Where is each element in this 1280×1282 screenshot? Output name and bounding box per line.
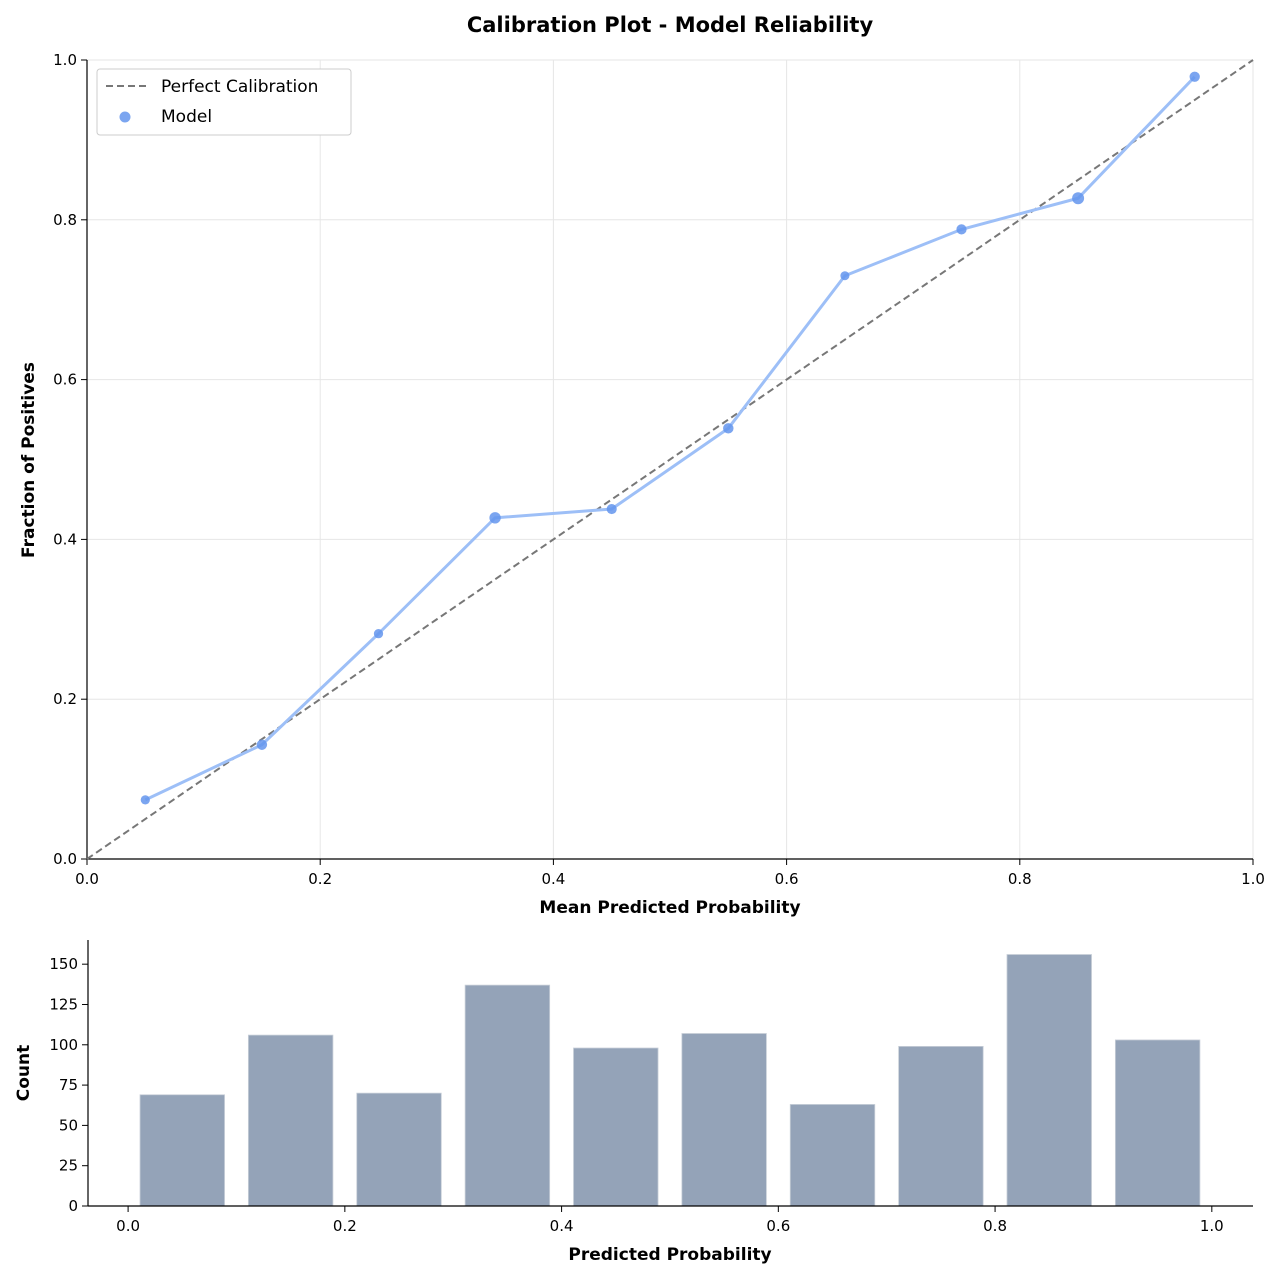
y-tick-label: 0.8: [53, 211, 77, 229]
y-tick-label: 0.0: [53, 850, 77, 868]
histogram-bar: [356, 1092, 442, 1207]
model-point: [256, 739, 268, 750]
y-tick-label: 75: [59, 1076, 78, 1094]
histogram-bar: [573, 1047, 659, 1207]
model-point: [1189, 71, 1200, 82]
x-tick-label: 0.6: [775, 870, 799, 888]
histogram-bar: [1114, 1039, 1201, 1207]
x-tick-label: 0.2: [333, 1217, 357, 1235]
histogram-plot: 0.0 0.2 0.4 0.6 0.8 1.0 0 25 50 75 100 125 150: [49, 940, 1253, 1235]
y-tick-label: 1.0: [53, 51, 77, 69]
model-point: [373, 629, 384, 639]
x-tick-label: 0.0: [75, 870, 99, 888]
bottom-x-label: Predicted Probability: [568, 1245, 771, 1265]
x-tick-label: 0.6: [766, 1217, 790, 1235]
histogram-bar: [789, 1104, 876, 1207]
histogram-bar: [681, 1033, 767, 1207]
histogram-bar: [1006, 954, 1092, 1207]
model-point: [1072, 192, 1085, 205]
x-tick-label: 0.0: [116, 1217, 140, 1235]
x-tick-label: 0.8: [1008, 870, 1032, 888]
y-tick-label: 125: [49, 995, 78, 1013]
legend: Perfect Calibration Model: [96, 68, 352, 136]
model-point: [489, 512, 501, 524]
x-tick-label: 1.0: [1241, 870, 1265, 888]
y-tick-label: 100: [49, 1036, 78, 1054]
calibration-plot: 0.0 0.2 0.4 0.6 0.8 1.0 0.0 0.2 0.4 0.6 0.8 1.0: [53, 51, 1265, 888]
x-tick-label: 1.0: [1200, 1217, 1224, 1235]
histogram-bar: [464, 984, 551, 1207]
y-tick-label: 0.4: [53, 530, 77, 548]
y-tick-label: 0: [68, 1197, 78, 1215]
histogram-bar: [139, 1094, 225, 1207]
top-y-label: Fraction of Positives: [19, 362, 39, 558]
bottom-y-label: Count: [14, 1045, 34, 1102]
x-tick-label: 0.2: [308, 870, 332, 888]
model-point: [840, 271, 850, 281]
y-tick-label: 0.2: [53, 690, 77, 708]
model-line: [144, 75, 1196, 802]
top-x-label: Mean Predicted Probability: [539, 898, 800, 918]
legend-model: Model: [161, 107, 212, 127]
model-point: [723, 423, 734, 434]
perfect-calibration-line: [86, 59, 1254, 860]
histogram-bar: [247, 1034, 334, 1207]
model-point: [606, 503, 617, 515]
x-tick-label: 0.8: [983, 1217, 1007, 1235]
y-tick-label: 50: [59, 1116, 78, 1134]
model-point: [956, 224, 967, 235]
x-tick-label: 0.4: [550, 1217, 574, 1235]
model-point: [140, 795, 150, 805]
legend-marker-icon: [119, 111, 131, 123]
histogram-bar: [898, 1046, 984, 1207]
x-tick-label: 0.4: [541, 870, 565, 888]
y-tick-label: 0.6: [53, 371, 77, 389]
legend-perfect: Perfect Calibration: [161, 77, 318, 97]
chart-title: Calibration Plot - Model Reliability: [467, 13, 874, 37]
y-tick-label: 150: [49, 955, 78, 973]
y-tick-label: 25: [59, 1157, 78, 1175]
